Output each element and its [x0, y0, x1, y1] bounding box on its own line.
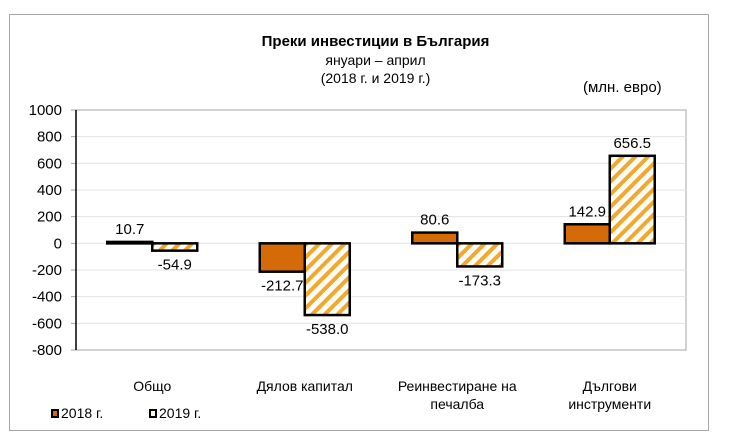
data-label-2019-2: -173.3 [458, 272, 501, 289]
legend-swatch-2019 [149, 408, 157, 418]
bar-2018-0 [106, 240, 154, 245]
y-tick-label: 200 [37, 209, 62, 226]
bar-2019-3 [608, 154, 656, 245]
bar-2018-2 [411, 231, 459, 245]
bar-2019-2 [456, 242, 504, 268]
category-label-2: Реинвестиране на печалба [377, 377, 537, 413]
chart-title: Преки инвестиции в България [261, 33, 490, 50]
category-label-line: печалба [430, 396, 485, 412]
bar-2018-3 [563, 223, 611, 245]
plot-area: 1000 800 600 400 200 0 -200 -400 -600 -800 10.7 -54… [29, 102, 687, 359]
category-label-0: Общо [72, 377, 232, 395]
chart-title-block: Преки инвестиции в България януари – апр… [0, 33, 739, 87]
data-label-2019-0: -54.9 [158, 257, 192, 274]
legend-item-2019: 2019 г. [149, 405, 201, 421]
category-label-line: Дялов капитал [256, 378, 353, 394]
legend-item-2018: 2018 г. [51, 405, 103, 421]
legend-label-2019: 2019 г. [159, 405, 202, 421]
y-tick-label: -600 [32, 315, 62, 332]
y-tick-label: 1000 [29, 102, 62, 119]
bar-2019-1 [303, 242, 351, 317]
category-label-line: Реинвестиране на [397, 378, 517, 394]
data-label-2018-1: -212.7 [261, 278, 304, 295]
data-label-2018-2: 80.6 [420, 212, 449, 229]
legend-swatch-2018 [51, 408, 59, 418]
data-label-2018-0: 10.7 [115, 221, 144, 238]
y-tick-label: -400 [32, 289, 62, 306]
bar-2019-0 [151, 242, 199, 252]
chart-subtitle-period: януари – април [325, 52, 426, 68]
bar-2018-1 [258, 242, 306, 273]
y-tick-label: -200 [32, 262, 62, 279]
y-tick-label: -800 [32, 342, 62, 359]
category-label-3: Дългови инструменти [530, 377, 690, 413]
category-label-line: Дългови [582, 378, 637, 394]
chart-frame [9, 14, 709, 431]
data-label-2018-3: 142.9 [568, 203, 606, 220]
category-label-line: Общо [133, 378, 172, 394]
chart-subtitle-years: (2018 г. и 2019 г.) [320, 70, 431, 86]
legend-label-2018: 2018 г. [61, 405, 104, 421]
data-label-2019-1: -538.0 [306, 321, 349, 338]
y-tick-label: 0 [54, 235, 62, 252]
data-label-2019-3: 656.5 [613, 135, 651, 152]
y-tick-label: 600 [37, 155, 62, 172]
y-tick-label: 400 [37, 182, 62, 199]
y-tick-label: 800 [37, 129, 62, 146]
category-label-1: Дялов капитал [225, 377, 385, 395]
unit-label: (млн. евро) [583, 79, 662, 96]
category-label-line: инструменти [568, 396, 652, 412]
